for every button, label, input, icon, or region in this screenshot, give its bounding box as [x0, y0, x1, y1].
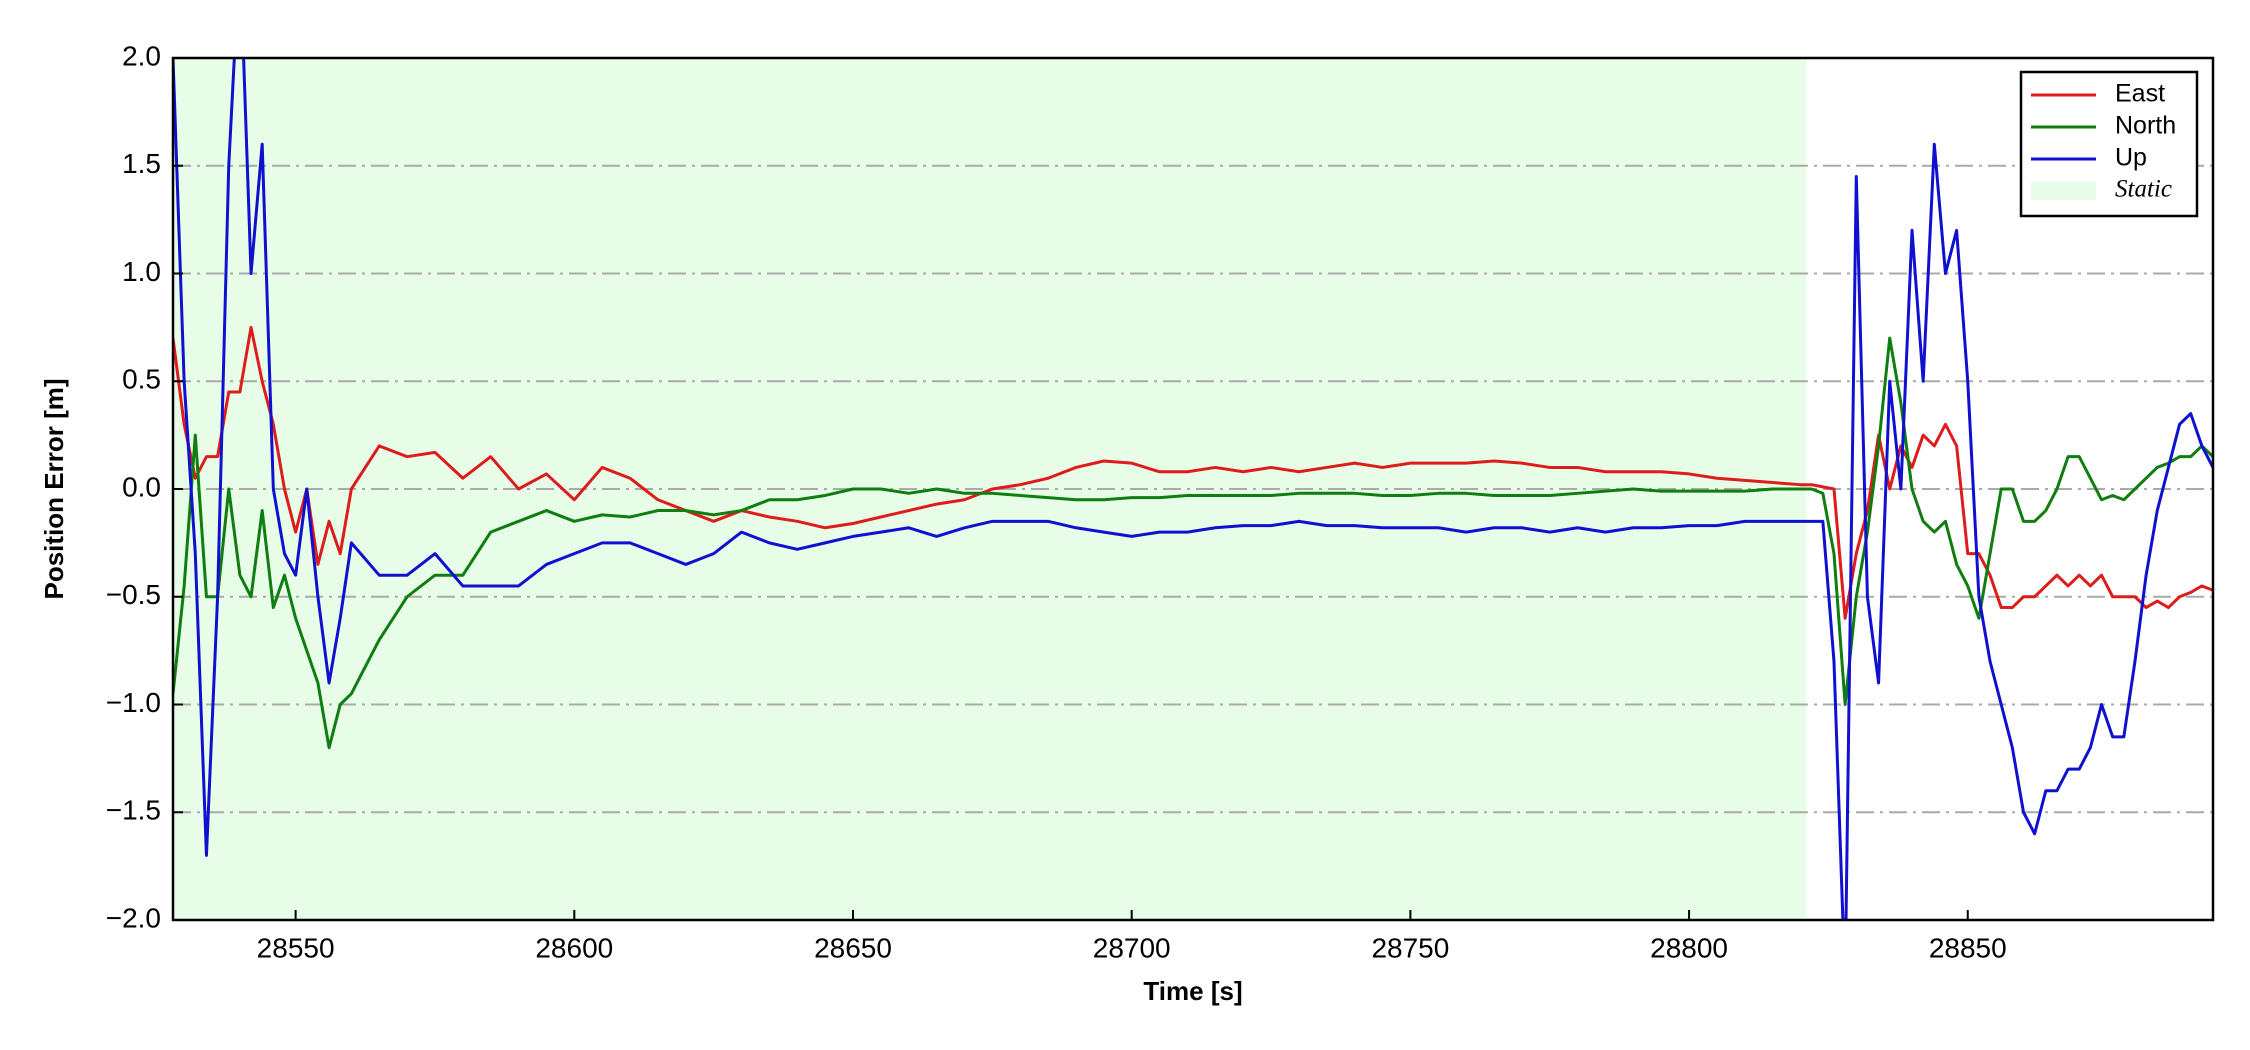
legend-swatch: [2031, 182, 2096, 200]
legend-label: Static: [2115, 176, 2172, 203]
y-tick-label: −1.0: [106, 687, 161, 718]
x-tick-label: 28850: [1929, 932, 2007, 963]
series-line: [173, 325, 2213, 620]
x-axis-label: Time [s]: [1143, 976, 1242, 1006]
x-tick-label: 28600: [535, 932, 613, 963]
y-tick-label: 0.0: [122, 471, 161, 502]
y-tick-label: −0.5: [106, 579, 161, 610]
series-line: [173, 336, 2213, 750]
legend-label: North: [2115, 112, 2176, 140]
y-tick-label: −1.5: [106, 795, 161, 826]
x-tick-label: 28650: [814, 932, 892, 963]
y-tick-label: 1.5: [122, 148, 161, 179]
legend: East North Up Static: [2019, 70, 2199, 218]
lines: [173, 58, 2213, 920]
x-tick-label: 28700: [1093, 932, 1171, 963]
legend-label: Up: [2115, 144, 2147, 172]
y-axis-label: Position Error [m]: [39, 378, 69, 599]
x-tick-label: 28550: [257, 932, 335, 963]
y-tick-label: 1.0: [122, 256, 161, 287]
x-tick-label: 28800: [1650, 932, 1728, 963]
series-line: [173, 58, 2213, 920]
y-tick-label: −2.0: [106, 902, 161, 933]
legend-label: East: [2115, 80, 2165, 108]
y-tick-label: 0.5: [122, 364, 161, 395]
y-tick-label: 2.0: [122, 40, 161, 71]
x-tick-label: 28750: [1371, 932, 1449, 963]
ticks: −2.0 −1.5 −1.0 −0.5 0.0 0.5 1.0 1.5 2.0 28550 2860…: [106, 40, 2007, 963]
